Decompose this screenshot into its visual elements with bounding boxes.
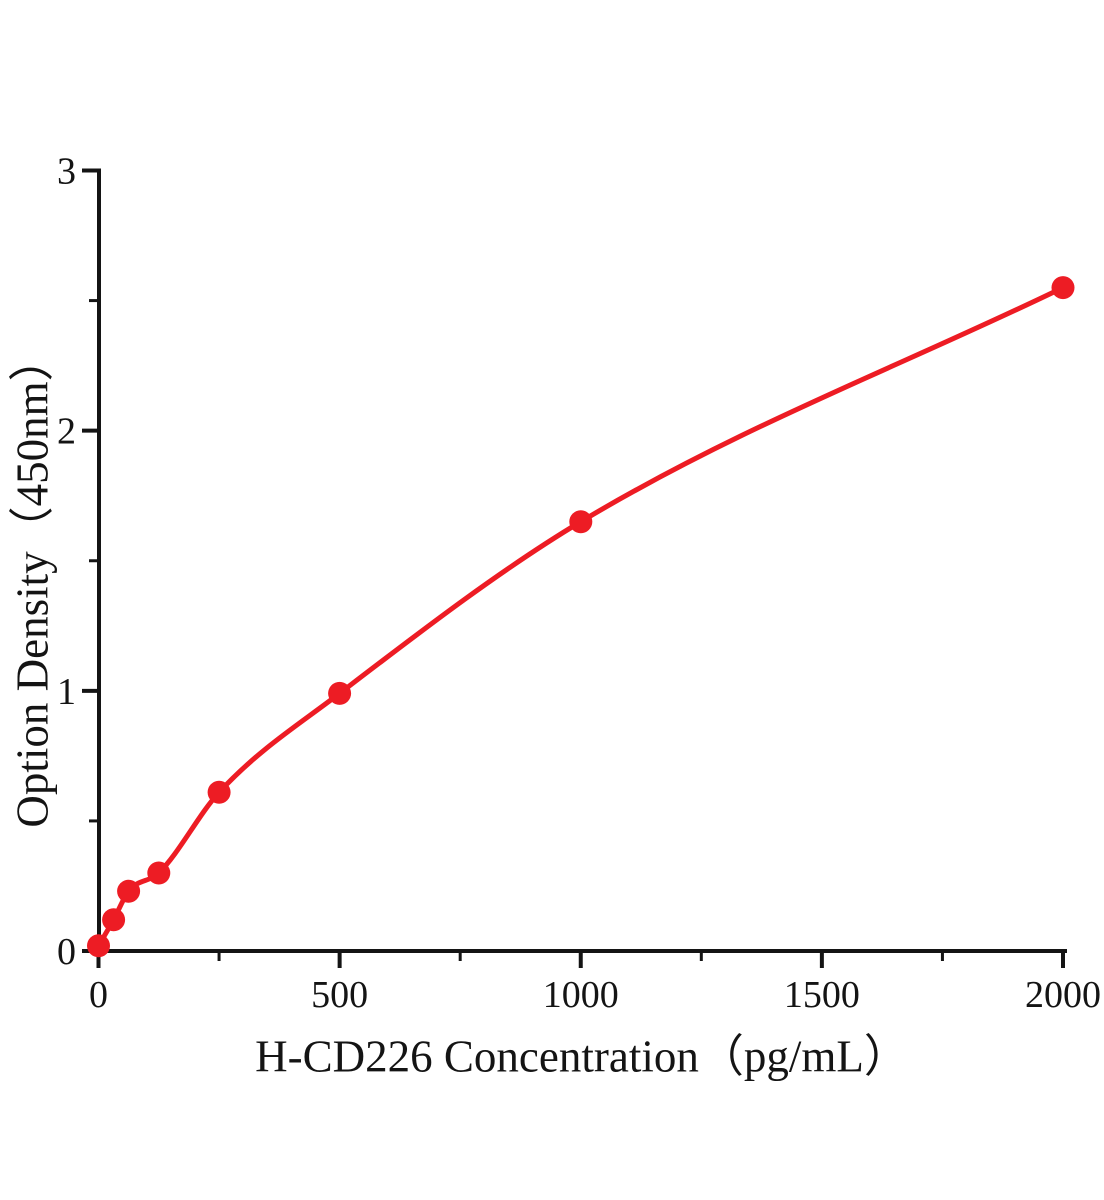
data-point-2000	[1051, 276, 1075, 300]
data-point-250	[207, 780, 231, 804]
data-point-500	[328, 681, 352, 705]
y-tick-label: 3	[57, 151, 76, 193]
x-tick-label: 0	[89, 974, 108, 1016]
x-tick-label: 1500	[784, 974, 860, 1016]
x-tick-label: 1000	[543, 974, 619, 1016]
data-point-1000	[569, 510, 593, 534]
data-point-125	[147, 861, 171, 885]
y-axis-title: Option Density（450nm）	[7, 336, 58, 828]
standard-curve-line	[96, 285, 1066, 949]
data-point-31.25	[102, 908, 126, 932]
y-tick-label: 1	[57, 671, 76, 713]
y-tick-label: 2	[57, 411, 76, 453]
data-point-0	[87, 934, 110, 958]
y-tick-label: 0	[57, 931, 76, 973]
x-tick-label: 2000	[1025, 974, 1101, 1016]
data-point-62.5	[117, 879, 141, 903]
x-tick-label: 500	[311, 974, 368, 1016]
x-axis-title: H-CD226 Concentration（pg/mL）	[255, 1031, 909, 1082]
